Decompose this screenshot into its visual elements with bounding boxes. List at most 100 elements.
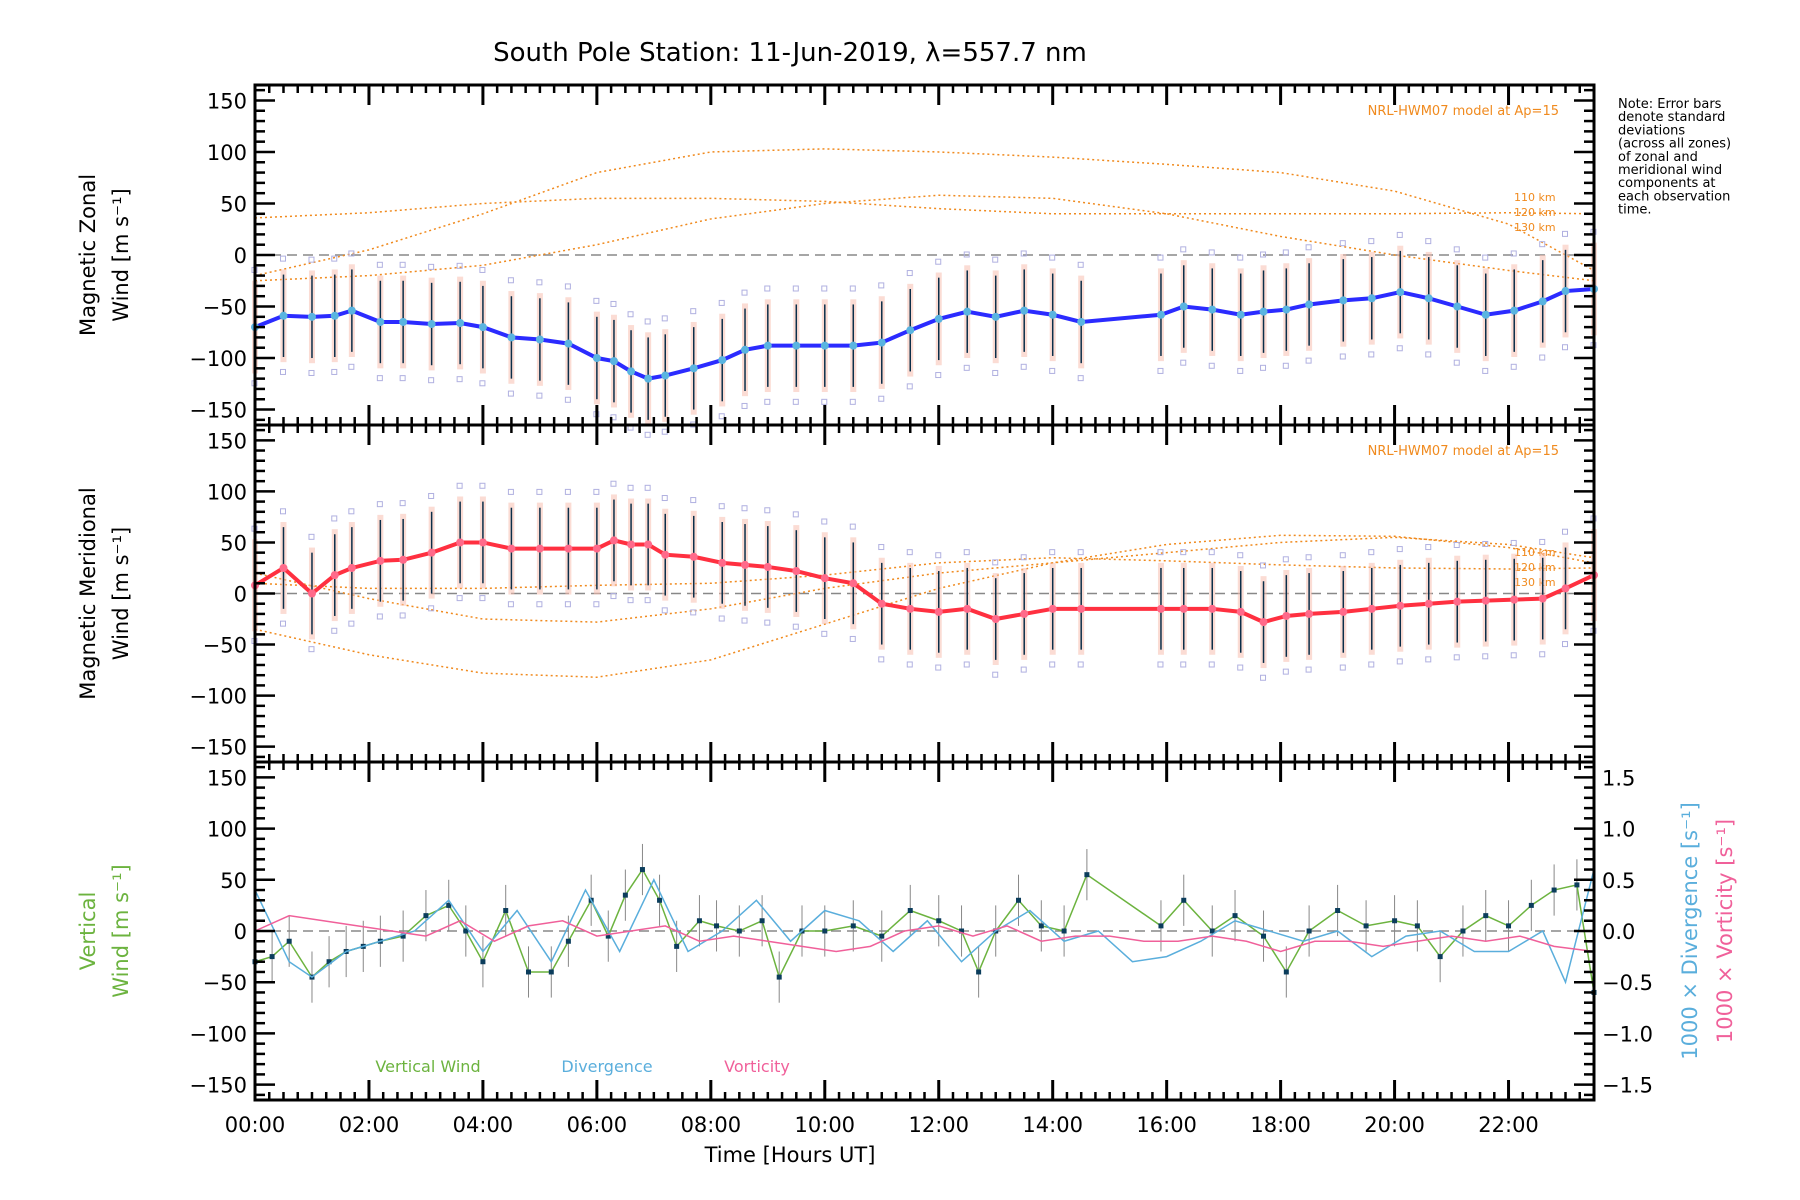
zone-marker: [1305, 357, 1312, 364]
zone-marker: [1425, 238, 1432, 245]
zone-marker: [479, 380, 486, 387]
data-point: [535, 335, 544, 344]
zone-marker: [1482, 540, 1489, 547]
data-point: [326, 959, 332, 965]
x-tick-label: 00:00: [225, 1113, 286, 1137]
data-point: [456, 319, 465, 327]
data-point: [877, 599, 886, 608]
zone-marker: [992, 369, 999, 376]
altitude-label: 130 km: [1514, 221, 1556, 234]
data-point: [657, 897, 663, 903]
zone-marker: [1260, 364, 1267, 371]
zone-marker: [610, 593, 617, 600]
note-line: of zonal and: [1618, 150, 1698, 165]
data-point: [1077, 604, 1086, 613]
x-tick-label: 20:00: [1364, 1113, 1425, 1137]
zone-marker: [1077, 375, 1084, 382]
zone-marker: [741, 402, 748, 409]
note-line: components at: [1618, 176, 1716, 191]
zone-marker: [1368, 549, 1375, 556]
zone-marker: [1425, 544, 1432, 551]
zone-marker: [1339, 552, 1346, 559]
note-line: meridional wind: [1618, 163, 1722, 178]
data-point: [1424, 599, 1433, 608]
zone-marker: [331, 255, 338, 262]
zone-marker: [764, 507, 771, 514]
data-point: [330, 311, 339, 320]
zone-marker: [627, 484, 634, 491]
altitude-label: 130 km: [1514, 576, 1556, 589]
data-point: [507, 333, 516, 342]
data-point: [1396, 601, 1405, 610]
y-tick-label-right: 1.5: [1602, 766, 1635, 790]
zone-marker: [456, 482, 463, 489]
zone-marker: [821, 518, 828, 525]
zone-marker: [764, 619, 771, 626]
zone-marker: [428, 263, 435, 270]
y-tick-label: 0: [234, 920, 247, 944]
zone-marker: [1049, 549, 1056, 556]
data-point: [1156, 310, 1165, 319]
data-point: [592, 354, 601, 363]
zone-marker: [536, 488, 543, 495]
data-point: [820, 574, 829, 583]
data-point: [503, 908, 509, 914]
zone-marker: [764, 285, 771, 292]
zone-marker: [1237, 664, 1244, 671]
zone-marker: [935, 258, 942, 265]
data-point: [1453, 302, 1462, 311]
zone-marker: [1077, 549, 1084, 556]
zone-marker: [878, 282, 885, 289]
zone-marker: [1368, 661, 1375, 668]
zone-marker: [1020, 250, 1027, 257]
zone-marker: [564, 601, 571, 608]
zone-marker: [821, 285, 828, 292]
data-point: [689, 552, 698, 561]
zone-marker: [1282, 362, 1289, 369]
zone-marker: [1305, 244, 1312, 251]
zone-marker: [564, 488, 571, 495]
zone-marker: [1180, 661, 1187, 668]
zone-marker: [1425, 656, 1432, 663]
series-line-meridional-wind: [253, 538, 1595, 625]
y-tick-label: 50: [220, 192, 247, 216]
data-point: [564, 544, 573, 553]
altitude-label: 110 km: [1514, 191, 1556, 204]
data-point: [689, 364, 698, 373]
data-point: [877, 338, 886, 347]
data-point: [627, 367, 636, 376]
data-point: [850, 923, 856, 929]
zone-marker: [1180, 549, 1187, 556]
zone-marker: [348, 508, 355, 515]
data-point: [674, 943, 680, 949]
y-tick-label: 50: [220, 869, 247, 893]
note-line: denote standard: [1618, 110, 1725, 125]
zone-marker: [428, 605, 435, 612]
zone-marker: [331, 368, 338, 375]
y-tick-label: 50: [220, 531, 247, 555]
zone-marker: [399, 612, 406, 619]
x-tick-label: 04:00: [453, 1113, 514, 1137]
zone-marker: [1539, 651, 1546, 658]
y-tick-label: −100: [189, 1022, 247, 1046]
data-point: [427, 548, 436, 557]
zone-marker: [376, 613, 383, 620]
data-point: [776, 974, 782, 980]
data-point: [1339, 296, 1348, 305]
data-point: [565, 938, 571, 944]
zone-marker: [1339, 664, 1346, 671]
data-point: [661, 371, 670, 380]
model-curve-120km: [254, 197, 1595, 219]
data-point: [1020, 306, 1029, 315]
data-point: [1048, 310, 1057, 319]
data-point: [644, 374, 653, 383]
model-label: NRL-HWM07 model at Ap=15: [1368, 444, 1559, 459]
data-point: [1506, 923, 1512, 929]
y-tick-label: 150: [207, 429, 247, 453]
zone-marker: [1425, 351, 1432, 358]
data-point: [1510, 306, 1519, 315]
data-point: [1236, 310, 1245, 319]
zone-marker: [564, 283, 571, 290]
data-point: [286, 938, 292, 944]
